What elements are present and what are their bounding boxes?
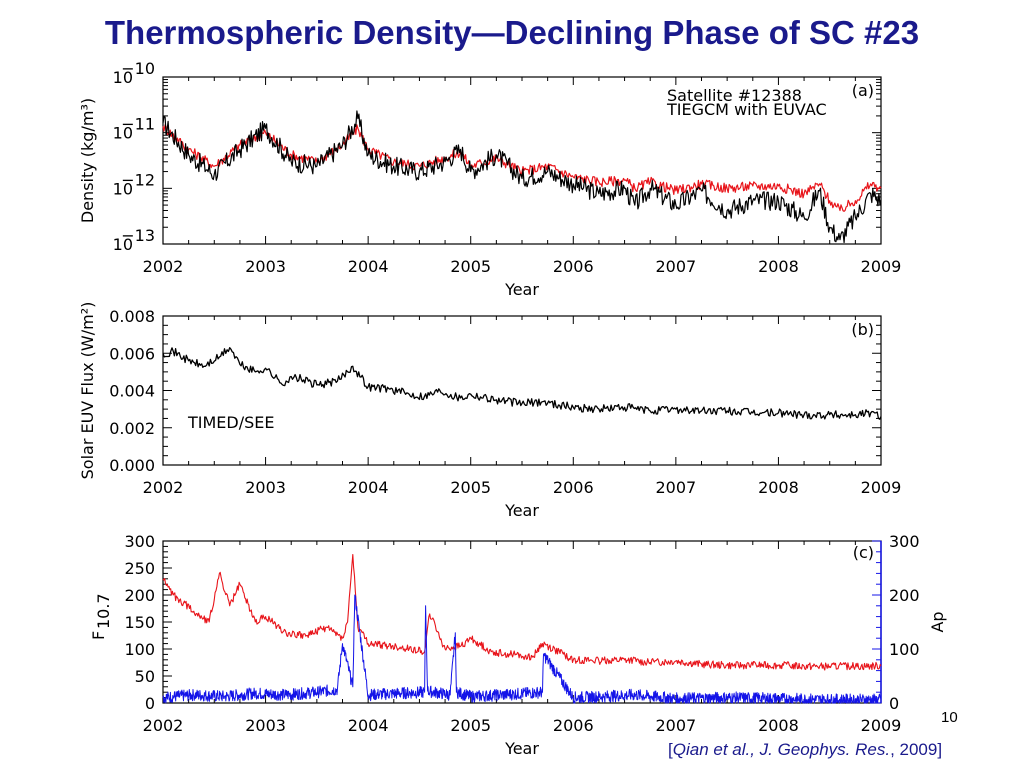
x-tick-label: 2009 — [861, 716, 902, 735]
x-tick-label: 2006 — [553, 716, 594, 735]
y-axis-label: Solar EUV Flux (W/m²) — [78, 302, 97, 480]
x-axis-label: Year — [504, 739, 539, 758]
y-axis-label-subscript: 10.7 — [94, 593, 113, 629]
x-tick-label: 2008 — [758, 478, 799, 497]
series-line-f107 — [162, 553, 882, 671]
panel-label-c: (c) — [853, 543, 874, 562]
y-tick-label: 0.006 — [109, 344, 155, 363]
y-tick-label: 0.008 — [109, 307, 155, 326]
slide-title: Thermospheric Density—Declining Phase of… — [104, 14, 920, 51]
y-tick-label: 50 — [135, 667, 155, 686]
y-tick-exponent: −12 — [121, 170, 155, 189]
y2-tick-label: 200 — [889, 586, 920, 605]
x-tick-label: 2002 — [143, 257, 184, 276]
x-tick-label: 2006 — [553, 257, 594, 276]
y2-tick-label: 100 — [889, 640, 920, 659]
series-line-euv — [162, 347, 882, 420]
y-tick-label: 0 — [145, 694, 155, 713]
y-tick-label: 150 — [124, 613, 155, 632]
x-tick-label: 2003 — [245, 257, 286, 276]
citation-rest: , 2009] — [890, 740, 943, 759]
citation-authors: Qian et al., J. Geophys. Res. — [672, 740, 891, 759]
x-tick-label: 2006 — [553, 478, 594, 497]
y-tick-label: 0.004 — [109, 382, 155, 401]
y-tick-label: 300 — [124, 532, 155, 551]
legend-entry-satellite: Satellite #12388 — [667, 86, 802, 105]
y-tick-exponent: −11 — [121, 115, 155, 134]
x-tick-label: 2005 — [450, 716, 491, 735]
series-line-ap — [162, 594, 882, 704]
x-tick-label: 2007 — [655, 257, 696, 276]
x-tick-label: 2004 — [348, 716, 389, 735]
y-tick-label: 10 — [113, 68, 133, 87]
y-tick-exponent: −13 — [121, 226, 155, 245]
x-tick-label: 2002 — [143, 478, 184, 497]
x-tick-label: 2005 — [450, 478, 491, 497]
series-line-tiegcm — [162, 124, 882, 212]
x-tick-label: 2005 — [450, 257, 491, 276]
panel-label-b: (b) — [851, 320, 874, 339]
y-tick-label: 10 — [113, 235, 133, 254]
y2-tick-label: 0 — [889, 694, 899, 713]
y2-axis-label: Ap — [928, 611, 947, 632]
annotation-timed-see: TIMED/SEE — [187, 413, 275, 432]
citation: [Qian et al., J. Geophys. Res., 2009] — [668, 740, 942, 760]
x-tick-label: 2008 — [758, 716, 799, 735]
plot-frame-b — [162, 315, 882, 466]
x-tick-label: 2009 — [861, 257, 902, 276]
y-tick-label: 10 — [113, 179, 133, 198]
x-tick-label: 2003 — [245, 716, 286, 735]
y-tick-label: 250 — [124, 559, 155, 578]
legend-entry-tiegcm: TIEGCM with EUVAC — [666, 100, 827, 119]
y-axis-label: F — [89, 631, 108, 640]
x-axis-label: Year — [504, 501, 539, 520]
y2-tick-label: 300 — [889, 532, 920, 551]
x-tick-label: 2004 — [348, 257, 389, 276]
page-number: 10 — [941, 709, 958, 726]
y-axis-label: Density (kg/m³) — [78, 98, 97, 223]
x-tick-label: 2009 — [861, 478, 902, 497]
y-tick-label: 0.000 — [109, 456, 155, 475]
y-tick-label: 100 — [124, 640, 155, 659]
citation-open: [ — [668, 740, 673, 759]
x-axis-label: Year — [504, 280, 539, 299]
x-tick-label: 2004 — [348, 478, 389, 497]
x-tick-label: 2007 — [655, 478, 696, 497]
x-tick-label: 2007 — [655, 716, 696, 735]
x-tick-label: 2008 — [758, 257, 799, 276]
y-tick-label: 10 — [113, 124, 133, 143]
y-tick-label: 0.002 — [109, 419, 155, 438]
x-tick-label: 2002 — [143, 716, 184, 735]
x-tick-label: 2003 — [245, 478, 286, 497]
panel-label-a: (a) — [852, 81, 874, 100]
y-tick-exponent: −10 — [121, 59, 155, 78]
series-line-satellite — [162, 110, 882, 244]
y-tick-label: 200 — [124, 586, 155, 605]
